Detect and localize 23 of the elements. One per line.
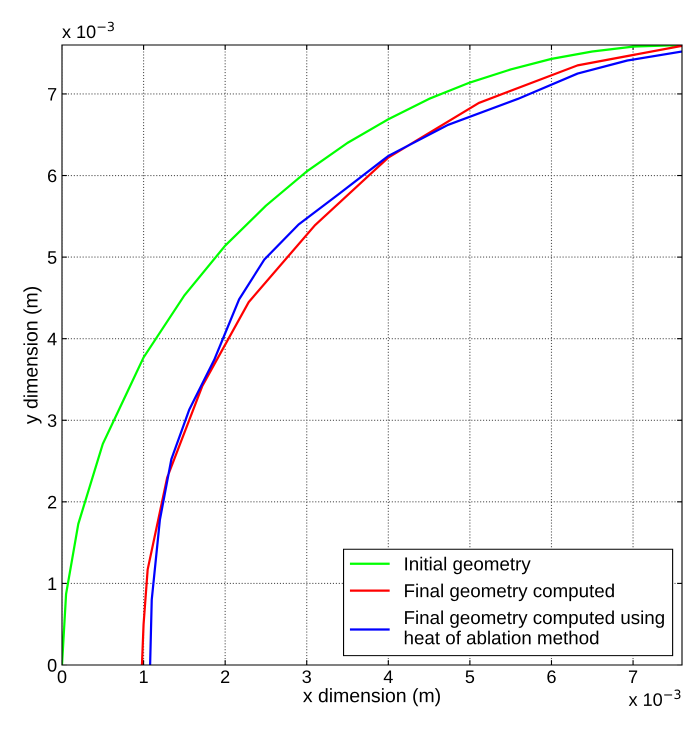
x-axis-title: x dimension (m) [303,688,440,706]
x-tick-label: 3 [302,670,311,684]
x-tick-label: 7 [628,670,638,683]
x-tick-label: 2 [221,670,230,683]
y-tick-label: 1 [48,578,56,590]
legend-label: Final geometry computed using heat of ablation method [404,610,664,644]
y-tick-label: 3 [48,414,56,427]
text: x 10$^{−3}$ [628,690,680,706]
y-tick-label: 0 [48,658,56,672]
x-tick-label: 6 [547,670,556,684]
text: x 10$^{−3}$ [62,22,114,38]
y-tick-label: 5 [48,251,56,264]
x-tick-label: 5 [466,670,474,684]
x-tick-label: 4 [384,670,393,683]
y-tick-label: 2 [48,496,56,508]
y-tick-label: 7 [48,88,56,100]
y-axis-title: y dimension (m) [23,287,42,424]
legend-label: Initial geometry [405,556,531,574]
x-tick-label: 1 [140,670,148,683]
x-tick-label: 0 [58,670,66,684]
legend-label: Final geometry computed [405,584,614,602]
y-tick-label: 4 [48,332,57,346]
y-tick-label: 6 [48,169,56,182]
